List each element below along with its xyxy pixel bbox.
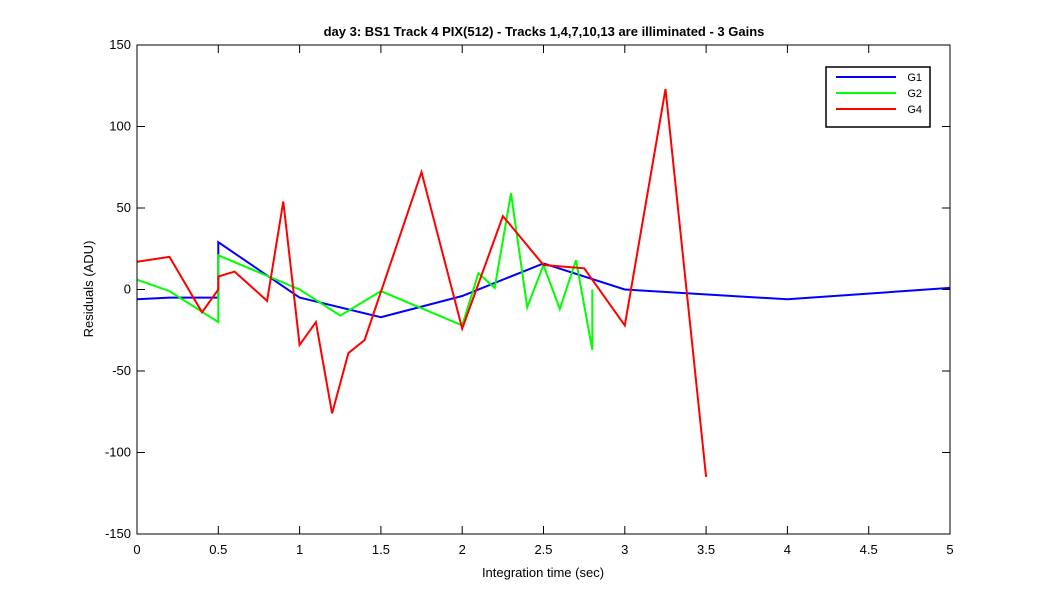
y-axis-label: Residuals (ADU)	[81, 241, 96, 338]
y-tick-label: 150	[109, 37, 131, 52]
x-axis: 0 0.5 1 1.5 2 2.5 3 3.5 4 4.5 5	[133, 45, 954, 557]
legend-label-g2: G2	[907, 88, 922, 100]
y-tick-label: 50	[117, 200, 131, 215]
y-tick-label: -50	[112, 363, 131, 378]
x-tick-label: 4.5	[860, 542, 878, 557]
x-tick-label: 2	[459, 542, 466, 557]
plot-area	[137, 88, 950, 478]
legend: G1 G2 G4	[825, 66, 931, 128]
chart-title: day 3: BS1 Track 4 PIX(512) - Tracks 1,4…	[324, 24, 765, 39]
legend-label-g1: G1	[907, 72, 922, 84]
y-tick-label: -150	[105, 526, 131, 541]
x-tick-label: 4	[784, 542, 791, 557]
y-tick-label: 100	[109, 119, 131, 134]
y-tick-label: 0	[124, 282, 131, 297]
x-tick-label: 2.5	[534, 542, 552, 557]
x-tick-label: 3	[621, 542, 628, 557]
legend-label-g4: G4	[907, 104, 922, 116]
x-tick-label: 5	[946, 542, 953, 557]
x-tick-label: 0.5	[209, 542, 227, 557]
series-line-g1	[137, 240, 950, 319]
x-axis-label: Integration time (sec)	[482, 565, 604, 580]
y-axis: -150 -100 -50 0 50 100 150	[105, 37, 950, 541]
x-tick-label: 1	[296, 542, 303, 557]
x-tick-label: 3.5	[697, 542, 715, 557]
x-tick-label: 1.5	[372, 542, 390, 557]
y-tick-label: -100	[105, 445, 131, 460]
series-line-g4	[137, 88, 708, 478]
x-tick-label: 0	[133, 542, 140, 557]
